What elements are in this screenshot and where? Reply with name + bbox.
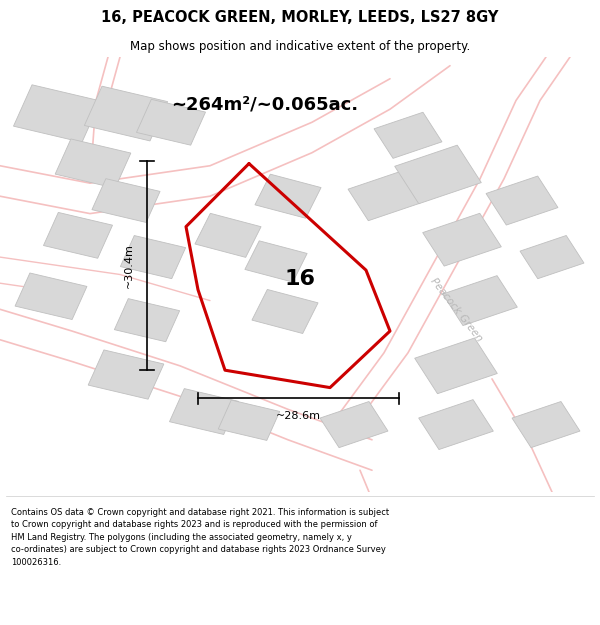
Polygon shape xyxy=(443,276,517,326)
Polygon shape xyxy=(43,213,113,258)
Polygon shape xyxy=(15,273,87,319)
Text: ~264m²/~0.065ac.: ~264m²/~0.065ac. xyxy=(171,96,358,114)
Text: ~28.6m: ~28.6m xyxy=(276,411,321,421)
Text: Peacock Green: Peacock Green xyxy=(428,276,484,343)
Polygon shape xyxy=(255,174,321,218)
Text: 16: 16 xyxy=(284,269,316,289)
Polygon shape xyxy=(486,176,558,225)
Polygon shape xyxy=(245,241,307,282)
Text: Map shows position and indicative extent of the property.: Map shows position and indicative extent… xyxy=(130,40,470,53)
Polygon shape xyxy=(218,400,280,441)
Polygon shape xyxy=(169,389,239,434)
Polygon shape xyxy=(195,213,261,258)
Polygon shape xyxy=(395,145,481,204)
Polygon shape xyxy=(422,213,502,266)
Polygon shape xyxy=(136,99,206,145)
Polygon shape xyxy=(13,85,101,142)
Text: 16, PEACOCK GREEN, MORLEY, LEEDS, LS27 8GY: 16, PEACOCK GREEN, MORLEY, LEEDS, LS27 8… xyxy=(101,10,499,25)
Polygon shape xyxy=(415,338,497,394)
Text: Contains OS data © Crown copyright and database right 2021. This information is : Contains OS data © Crown copyright and d… xyxy=(11,508,389,567)
Polygon shape xyxy=(419,399,493,449)
Polygon shape xyxy=(512,401,580,448)
Polygon shape xyxy=(115,299,179,342)
Polygon shape xyxy=(85,86,167,141)
Polygon shape xyxy=(92,179,160,222)
Text: ~30.4m: ~30.4m xyxy=(124,243,134,288)
Polygon shape xyxy=(320,401,388,448)
Polygon shape xyxy=(520,236,584,279)
Polygon shape xyxy=(121,236,185,279)
Polygon shape xyxy=(252,289,318,334)
Polygon shape xyxy=(374,112,442,158)
Polygon shape xyxy=(55,139,131,188)
Polygon shape xyxy=(88,350,164,399)
Polygon shape xyxy=(348,172,420,221)
